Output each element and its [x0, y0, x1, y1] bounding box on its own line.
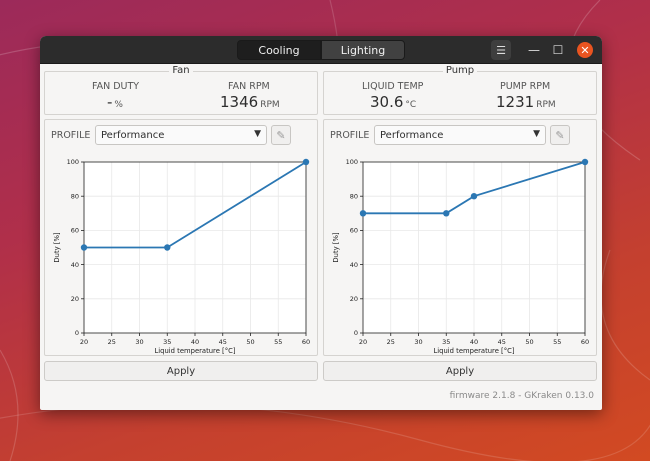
y-tick-label: 0 [75, 329, 79, 337]
x-tick-label: 20 [80, 338, 88, 346]
y-tick-label: 0 [354, 329, 358, 337]
view-switcher: Cooling Lighting [237, 40, 405, 60]
fan-profile-label: PROFILE [51, 130, 91, 141]
y-tick-label: 100 [67, 158, 79, 166]
y-axis-label: Duty [%] [53, 232, 61, 262]
curve-point[interactable] [581, 158, 589, 166]
liquid-temp-value: 30.6 [370, 93, 404, 111]
pump-rpm-unit: RPM [536, 100, 556, 110]
x-tick-label: 35 [442, 338, 450, 346]
x-tick-label: 35 [163, 338, 171, 346]
curve-point[interactable] [80, 244, 88, 251]
pencil-icon: ✎ [276, 128, 286, 142]
x-tick-label: 50 [525, 338, 533, 346]
fan-rpm-value: 1346 [220, 93, 259, 111]
fan-duty-label: FAN DUTY [92, 81, 140, 92]
liquid-temp-unit: °C [405, 100, 417, 110]
fan-rpm-readout: 1346 RPM [220, 93, 280, 111]
y-tick-label: 20 [71, 295, 79, 303]
fan-profile-selected: Performance [101, 129, 165, 141]
close-icon[interactable]: ✕ [577, 42, 593, 58]
pencil-icon: ✎ [555, 128, 565, 142]
chevron-down-icon: ▼ [254, 129, 261, 139]
fan-edit-profile-button[interactable]: ✎ [271, 125, 291, 145]
maximize-icon[interactable]: ☐ [552, 43, 564, 57]
curve-point[interactable] [359, 210, 367, 217]
y-tick-label: 100 [346, 158, 358, 166]
y-axis-label: Duty [%] [332, 232, 340, 262]
x-tick-label: 25 [387, 338, 395, 346]
y-tick-label: 60 [71, 227, 79, 235]
x-tick-label: 50 [246, 338, 254, 346]
x-tick-label: 60 [581, 338, 589, 346]
version-footer: firmware 2.1.8 - GKraken 0.13.0 [449, 391, 594, 401]
x-tick-label: 30 [414, 338, 422, 346]
x-tick-label: 20 [359, 338, 367, 346]
pump-status-frame: Pump LIQUID TEMP 30.6 °C PUMP RPM 1231 RPM [323, 65, 597, 115]
fan-rpm-label: FAN RPM [228, 81, 270, 92]
pump-apply-button[interactable]: Apply [323, 361, 597, 381]
app-window: Cooling Lighting ☰ — ☐ ✕ Fan FAN DUTY -%… [40, 36, 602, 410]
x-tick-label: 30 [135, 338, 143, 346]
y-tick-label: 80 [350, 192, 358, 200]
pump-profile-label: PROFILE [330, 130, 370, 141]
fan-duty-unit: % [114, 100, 123, 110]
pump-profile-selected: Performance [380, 129, 444, 141]
y-tick-label: 20 [350, 295, 358, 303]
fan-profile-dropdown[interactable]: Performance ▼ [95, 125, 267, 145]
pump-rpm-value: 1231 [496, 93, 535, 111]
y-tick-label: 60 [350, 227, 358, 235]
pump-frame-title: Pump [442, 65, 478, 76]
x-tick-label: 60 [302, 338, 310, 346]
pump-profile-frame: PROFILE Performance ▼ ✎ 20 25 30 35 40 45 50 55… [323, 119, 597, 356]
fan-duty-value: - [107, 93, 113, 111]
fan-duty-readout: -% [107, 93, 123, 111]
x-tick-label: 55 [274, 338, 282, 346]
x-tick-label: 45 [498, 338, 506, 346]
liquid-temp-label: LIQUID TEMP [362, 81, 424, 92]
tab-cooling[interactable]: Cooling [237, 40, 321, 60]
pump-rpm-label: PUMP RPM [500, 81, 551, 92]
title-bar: Cooling Lighting ☰ — ☐ ✕ [40, 36, 602, 64]
x-tick-label: 55 [553, 338, 561, 346]
x-tick-label: 40 [470, 338, 478, 346]
x-axis-label: Liquid temperature [°C] [155, 347, 236, 355]
curve-point[interactable] [470, 193, 478, 200]
fan-frame-title: Fan [169, 65, 193, 76]
x-tick-label: 45 [219, 338, 227, 346]
minimize-icon[interactable]: — [528, 43, 540, 57]
curve-point[interactable] [302, 158, 310, 166]
curve-point[interactable] [443, 210, 450, 217]
y-tick-label: 40 [71, 261, 79, 269]
chevron-down-icon: ▼ [533, 129, 540, 139]
pump-profile-dropdown[interactable]: Performance ▼ [374, 125, 546, 145]
fan-profile-frame: PROFILE Performance ▼ ✎ 20 25 30 35 40 45 50 55… [44, 119, 318, 356]
hamburger-menu-icon[interactable]: ☰ [491, 40, 511, 60]
duty-curve-line [363, 161, 586, 215]
y-tick-label: 80 [71, 192, 79, 200]
liquid-temp-readout: 30.6 °C [370, 93, 416, 111]
pump-edit-profile-button[interactable]: ✎ [550, 125, 570, 145]
y-tick-label: 40 [350, 261, 358, 269]
pump-rpm-readout: 1231 RPM [496, 93, 556, 111]
curve-point[interactable] [164, 244, 171, 251]
x-tick-label: 25 [108, 338, 116, 346]
fan-rpm-unit: RPM [260, 100, 280, 110]
fan-apply-button[interactable]: Apply [44, 361, 318, 381]
fan-status-frame: Fan FAN DUTY -% FAN RPM 1346 RPM [44, 65, 318, 115]
tab-lighting[interactable]: Lighting [321, 40, 405, 60]
x-tick-label: 40 [191, 338, 199, 346]
x-axis-label: Liquid temperature [°C] [434, 347, 515, 355]
